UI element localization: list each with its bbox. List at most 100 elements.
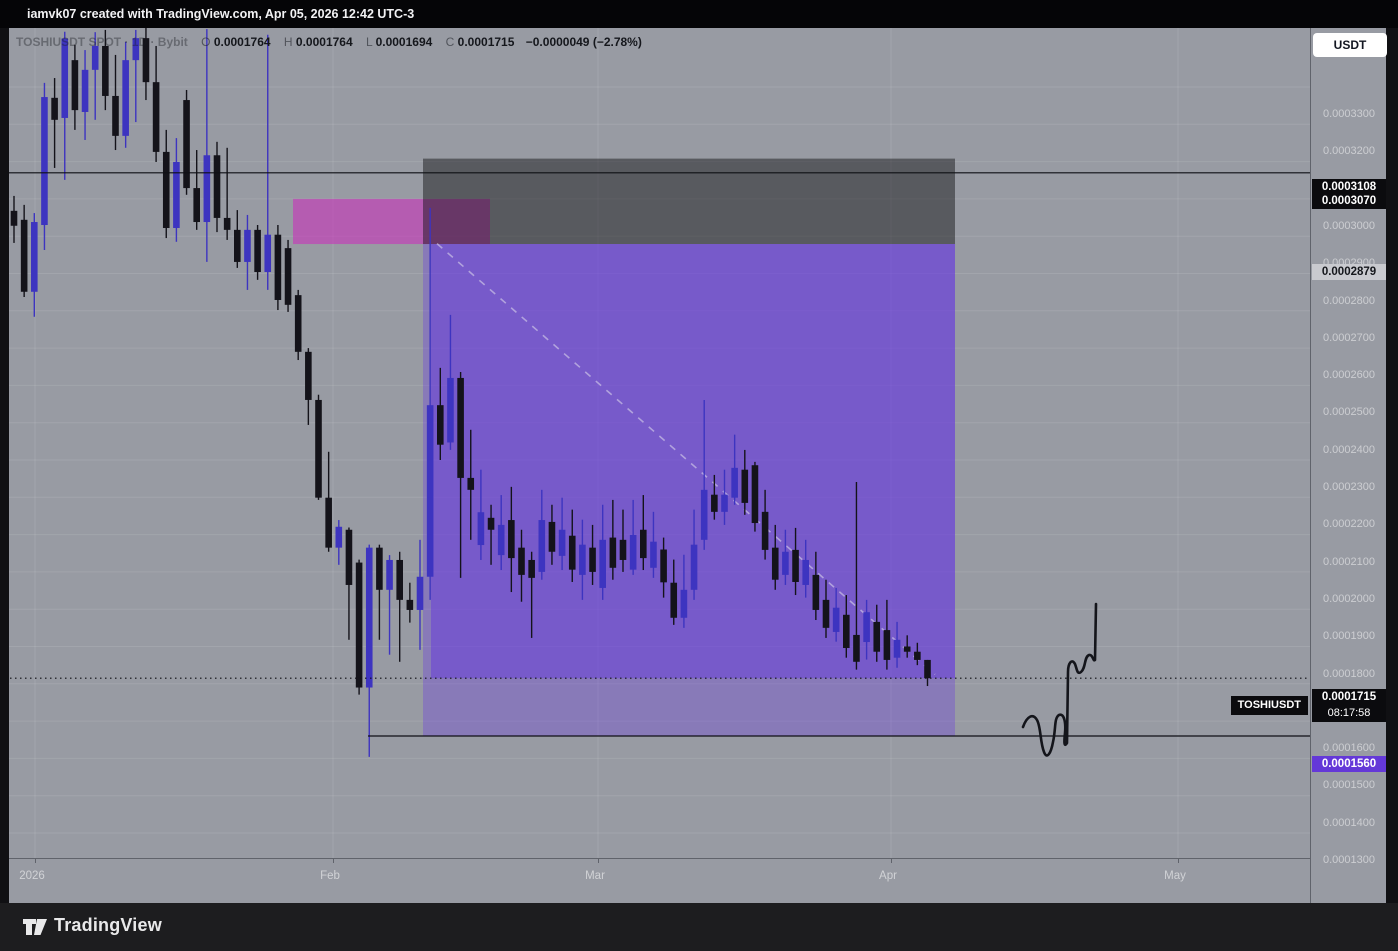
candle-body xyxy=(721,494,728,512)
last-price-symbol-flag: TOSHIUSDT xyxy=(1230,696,1308,716)
legend-open-value: 0.0001764 xyxy=(213,35,271,49)
time-tick-label: 2026 xyxy=(19,870,45,882)
time-tick-label: Feb xyxy=(320,870,340,882)
candle-body xyxy=(487,517,495,530)
price-line-label: 0.0002879 xyxy=(1312,264,1386,281)
last-price-value: 0.0001715 xyxy=(1321,691,1377,704)
price-tick-label: 0.0001800 xyxy=(1323,667,1375,680)
attribution-text: iamvk07 created with TradingView.com, Ap… xyxy=(27,7,415,21)
tradingview-logo[interactable] xyxy=(22,916,48,938)
candle-body xyxy=(51,97,58,120)
chart-canvas[interactable] xyxy=(0,28,1310,858)
candle-body xyxy=(579,544,586,575)
candle-body xyxy=(741,469,749,503)
candle-body xyxy=(538,520,546,572)
price-tick-label: 0.0001500 xyxy=(1323,779,1375,792)
candle-body xyxy=(355,562,363,688)
chart-region: TOSHIUSDT SPOT · 1D · Bybit O 0.0001764 … xyxy=(0,28,1398,903)
price-line-label: 0.0001560 xyxy=(1312,756,1386,773)
time-axis[interactable]: 2026 Feb Mar Apr May xyxy=(0,858,1310,903)
legend-high-label: H xyxy=(283,35,293,49)
legend-close-value: 0.0001715 xyxy=(457,35,515,49)
candle-body xyxy=(183,100,190,189)
currency-toggle-button[interactable]: USDT xyxy=(1313,33,1387,57)
legend-low-value: 0.0001694 xyxy=(375,35,433,49)
candle-body xyxy=(619,539,627,560)
price-tick-label: 0.0002800 xyxy=(1323,294,1375,307)
candle-body xyxy=(467,477,475,490)
candle-body xyxy=(396,559,403,600)
candle-body xyxy=(193,188,200,223)
candle-body xyxy=(335,526,343,548)
tradingview-brand-text: TradingView xyxy=(54,915,162,935)
candle-body xyxy=(792,549,799,582)
legend-high-value: 0.0001764 xyxy=(295,35,353,49)
candle-body xyxy=(426,405,434,577)
price-pane[interactable]: TOSHIUSDT SPOT · 1D · Bybit O 0.0001764 … xyxy=(0,28,1310,858)
candle-body xyxy=(41,97,48,226)
candle-body xyxy=(599,539,606,588)
price-tick-label: 0.0002100 xyxy=(1323,555,1375,568)
bar-countdown: 08:17:58 xyxy=(1327,707,1371,720)
candle-body xyxy=(924,659,931,679)
price-tick-label: 0.0002500 xyxy=(1323,406,1375,419)
price-tick-label: 0.0003000 xyxy=(1323,219,1375,232)
candle-body xyxy=(568,535,576,570)
candle-body xyxy=(893,639,901,658)
price-tick-label: 0.0003300 xyxy=(1323,108,1375,120)
candle-body xyxy=(731,467,738,498)
candle-body xyxy=(477,512,485,546)
candle-body xyxy=(589,547,596,572)
candle-body xyxy=(71,60,79,111)
candle-body xyxy=(822,599,830,628)
candle-body xyxy=(437,405,444,445)
candle-body xyxy=(305,351,312,400)
candle-body xyxy=(873,621,881,652)
price-axis[interactable]: USDT 0.0001715 08:17:58 0.0003300 0.00032… xyxy=(1310,28,1387,903)
candle-body xyxy=(274,234,282,300)
symbol-legend[interactable]: TOSHIUSDT SPOT · 1D · Bybit O 0.0001764 … xyxy=(16,35,642,49)
candle-body xyxy=(406,599,414,610)
candle-body xyxy=(365,547,373,688)
candle-body xyxy=(315,399,322,498)
candle-body xyxy=(284,248,292,305)
candle-body xyxy=(660,549,667,583)
dashed-trendline xyxy=(436,243,936,676)
candle-body xyxy=(325,497,332,548)
candle-series xyxy=(10,28,931,757)
time-tick-mark xyxy=(891,859,892,863)
footer-bar: TradingView xyxy=(0,903,1398,951)
candle-body xyxy=(264,234,272,273)
price-tick-label: 0.0002200 xyxy=(1323,518,1375,531)
candle-body xyxy=(497,524,505,556)
candle-body xyxy=(81,69,89,112)
attribution-bar: iamvk07 created with TradingView.com, Ap… xyxy=(0,0,1398,28)
time-tick-mark xyxy=(1178,859,1179,863)
candle-body xyxy=(548,521,556,552)
candle-body xyxy=(244,229,251,262)
candle-body xyxy=(528,559,535,578)
candle-body xyxy=(640,529,647,559)
time-tick-label: Mar xyxy=(585,870,605,882)
candle-body xyxy=(102,45,109,96)
candle-body xyxy=(680,589,688,618)
candle-body xyxy=(711,494,718,512)
price-tick-label: 0.0001300 xyxy=(1323,854,1375,866)
candle-body xyxy=(152,82,160,152)
price-tick-label: 0.0002000 xyxy=(1323,592,1375,605)
candle-body xyxy=(518,547,525,575)
candle-body xyxy=(771,547,779,580)
hand-drawn-squiggle xyxy=(1021,602,1098,757)
candle-body xyxy=(294,295,302,352)
candle-body xyxy=(883,630,891,660)
candle-body xyxy=(142,38,150,83)
candle-body xyxy=(122,60,129,136)
candle-body xyxy=(10,210,18,226)
candle-body xyxy=(91,45,99,70)
candle-body xyxy=(782,551,789,575)
price-tick-label: 0.0001900 xyxy=(1323,630,1375,643)
candle-body xyxy=(254,229,261,273)
price-tick-label: 0.0001600 xyxy=(1323,742,1375,755)
candle-body xyxy=(447,377,454,443)
candle-body xyxy=(650,541,657,568)
